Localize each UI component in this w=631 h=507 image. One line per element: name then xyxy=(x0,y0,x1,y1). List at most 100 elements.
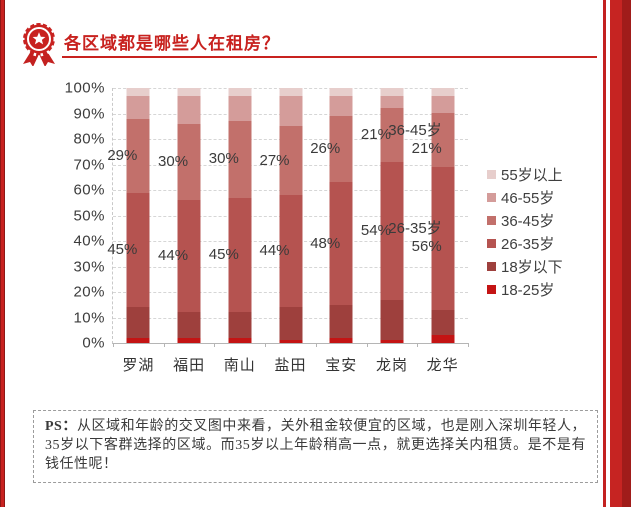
stacked-bar xyxy=(380,88,404,343)
legend-swatch-icon xyxy=(487,262,496,271)
stacked-bar xyxy=(329,88,353,343)
bar-segment-18-25岁 xyxy=(177,337,201,343)
bar-column-福田: 30% 44% xyxy=(158,88,215,343)
y-axis-tick-label: 80% xyxy=(73,130,105,148)
bar-segment-18岁以下 xyxy=(329,304,353,338)
data-label-36-45岁: 30% xyxy=(158,152,189,170)
legend-label: 18-25岁 xyxy=(501,282,555,299)
bar-segment-36-45岁 xyxy=(126,118,150,193)
y-axis-tick-label: 10% xyxy=(73,309,105,326)
category-label-盐田: 盐田 xyxy=(274,357,307,374)
data-label-26-35岁: 26-35岁 56% xyxy=(388,220,442,256)
data-label-26-35岁: 44% xyxy=(158,247,189,265)
bar-column-南山: 30% 45% xyxy=(209,88,265,343)
legend-label: 18岁以下 xyxy=(501,259,563,276)
legend-item-46-55岁: 46-55岁 xyxy=(487,186,563,209)
bar-segment-36-45岁 xyxy=(177,123,201,201)
category-label-宝安: 宝安 xyxy=(325,357,358,374)
chart-legend: 55岁以上 46-55岁 36-45岁 26-35岁 18岁以下 18-25岁 xyxy=(487,163,563,301)
bar-segment-55岁以上 xyxy=(279,88,303,96)
y-axis-tick-label: 60% xyxy=(73,181,105,199)
stacked-bar xyxy=(177,88,201,343)
ps-note-prefix: PS： xyxy=(45,419,77,434)
y-axis-tick-label: 70% xyxy=(73,156,105,173)
x-axis-tick xyxy=(315,343,317,347)
bar-segment-26-35岁 xyxy=(126,192,150,308)
category-label-龙华: 龙华 xyxy=(426,357,459,374)
bar-segment-18岁以下 xyxy=(279,307,303,341)
bar-segment-46-55岁 xyxy=(228,95,252,122)
bar-segment-18-25岁 xyxy=(380,340,404,343)
y-axis-tick-label: 0% xyxy=(82,334,105,352)
stacked-bar xyxy=(279,88,303,343)
data-label-26-35岁: 45% xyxy=(208,246,239,264)
bar-segment-55岁以上 xyxy=(380,88,404,96)
y-axis-tick-label: 100% xyxy=(64,79,105,97)
category-label-罗湖: 罗湖 xyxy=(122,357,155,374)
data-label-36-45岁: 30% xyxy=(208,150,239,168)
bar-segment-46-55岁 xyxy=(126,95,150,119)
bar-segment-18岁以下 xyxy=(380,299,404,341)
ps-note-box: PS：从区域和年龄的交叉图中来看，关外租金较便宜的区域，也是刚入深圳年轻人，35… xyxy=(33,410,598,483)
bar-segment-46-55岁 xyxy=(177,95,201,124)
bar-segment-26-35岁 xyxy=(380,161,404,300)
data-label-36-45岁: 26% xyxy=(310,140,341,158)
x-axis-tick xyxy=(265,343,267,347)
bar-segment-18岁以下 xyxy=(177,312,201,338)
bar-segment-55岁以上 xyxy=(177,88,201,96)
category-label-南山: 南山 xyxy=(223,357,256,374)
bar-segment-18-25岁 xyxy=(279,340,303,343)
legend-item-18岁以下: 18岁以下 xyxy=(487,255,563,278)
legend-label: 55岁以上 xyxy=(501,167,563,184)
bar-segment-26-35岁 xyxy=(329,182,353,305)
bar-segment-26-35岁 xyxy=(431,167,455,310)
page-title: 各区域都是哪些人在租房？ xyxy=(64,34,280,53)
x-axis-tick xyxy=(163,343,165,347)
y-axis-tick-label: 90% xyxy=(73,105,105,122)
data-label-26-35岁: 48% xyxy=(310,234,341,252)
legend-item-18-25岁: 18-25岁 xyxy=(487,278,563,301)
legend-item-55岁以上: 55岁以上 xyxy=(487,163,563,186)
bar-columns: 29% 45% 30% 44% 30% 45% 27% 44% 26% 48% 21% 54% 36-4… xyxy=(107,88,468,343)
bar-segment-36-45岁 xyxy=(329,116,353,183)
legend-swatch-icon xyxy=(487,285,496,294)
bar-segment-18-25岁 xyxy=(431,335,455,343)
y-axis-tick-label: 20% xyxy=(73,283,105,301)
bar-segment-36-45岁 xyxy=(228,121,252,198)
data-label-36-45岁: 27% xyxy=(259,151,290,169)
legend-swatch-icon xyxy=(487,170,496,179)
legend-label: 36-45岁 xyxy=(501,213,555,230)
x-axis-tick xyxy=(113,343,114,347)
bar-column-罗湖: 29% 45% xyxy=(107,88,164,343)
title-underline xyxy=(62,56,597,58)
legend-item-36-45岁: 36-45岁 xyxy=(487,209,563,232)
data-label-36-45岁: 21% xyxy=(360,126,391,144)
bar-segment-36-45岁 xyxy=(380,108,404,162)
legend-item-26-35岁: 26-35岁 xyxy=(487,232,563,255)
bar-column-龙岗: 21% 54% xyxy=(361,88,418,343)
stacked-bar xyxy=(431,88,455,343)
bar-segment-26-35岁 xyxy=(279,195,303,308)
bar-segment-55岁以上 xyxy=(431,88,455,96)
category-label-龙岗: 龙岗 xyxy=(375,357,408,374)
x-axis-tick xyxy=(366,343,368,347)
medal-badge-icon xyxy=(21,21,57,66)
bar-segment-46-55岁 xyxy=(279,95,303,127)
y-axis-tick-label: 50% xyxy=(73,207,105,224)
legend-swatch-icon xyxy=(487,239,496,248)
data-label-26-35岁: 44% xyxy=(259,242,290,260)
x-axis-tick xyxy=(417,343,419,347)
legend-swatch-icon xyxy=(487,193,496,202)
stacked-bar xyxy=(126,88,150,343)
y-axis-tick-label: 30% xyxy=(73,258,105,275)
bar-column-宝安: 26% 48% xyxy=(310,88,367,343)
data-label-26-35岁: 54% xyxy=(360,221,391,239)
bar-segment-18-25岁 xyxy=(126,337,150,343)
legend-swatch-icon xyxy=(487,216,496,225)
x-axis-tick xyxy=(214,343,216,347)
y-axis-tick-label: 40% xyxy=(73,232,105,250)
bar-segment-18-25岁 xyxy=(228,337,252,343)
data-label-26-35岁: 45% xyxy=(107,240,138,258)
bar-segment-55岁以上 xyxy=(329,88,353,96)
